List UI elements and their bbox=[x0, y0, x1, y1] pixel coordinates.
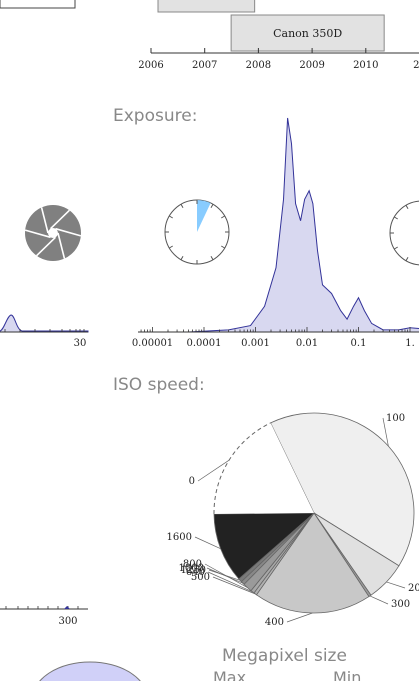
exposure-tick-label: 0.1 bbox=[351, 338, 367, 349]
iso-left-partial: 300 bbox=[0, 606, 88, 627]
timeline-tick-label: 20 bbox=[413, 60, 419, 71]
timeline-bar-label: Canon 350D bbox=[273, 27, 342, 40]
aperture-icon bbox=[24, 205, 82, 261]
megapixel-ellipse bbox=[39, 661, 141, 681]
iso-slice-label: 640 bbox=[186, 567, 205, 578]
megapixel-min-label: Min bbox=[333, 668, 361, 681]
iso-leader-line bbox=[369, 595, 389, 605]
exposure-tick-label: 0.0001 bbox=[187, 338, 222, 349]
exposure-tick-label: 0.001 bbox=[241, 338, 270, 349]
iso-heading: ISO speed: bbox=[113, 375, 205, 395]
partial-label-box bbox=[0, 0, 76, 9]
exposure-heading: Exposure: bbox=[113, 106, 197, 126]
iso-leader-line bbox=[197, 459, 230, 482]
iso-left-tick-label: 300 bbox=[58, 616, 77, 627]
iso-slice-label: 200 bbox=[408, 583, 419, 594]
clock-wedge bbox=[197, 200, 211, 232]
iso-slice-0 bbox=[214, 422, 314, 514]
iso-slice-label: 100 bbox=[386, 413, 405, 424]
iso-slice-1600 bbox=[213, 512, 316, 580]
timeline-tick-label: 2009 bbox=[299, 60, 324, 71]
megapixel-max-label: Max bbox=[213, 668, 246, 681]
iso-slice-label: 0 bbox=[189, 476, 195, 487]
timeline-bar bbox=[230, 14, 385, 52]
timeline-tick-label: 2010 bbox=[353, 60, 378, 71]
iso-leader-line bbox=[208, 569, 241, 581]
iso-slice-label: 500 bbox=[191, 572, 210, 583]
iso-leader-line bbox=[212, 576, 256, 595]
iso-slice-label: 400 bbox=[265, 617, 284, 628]
exposure-density-area bbox=[138, 117, 419, 333]
exposure-tick-label: 1. bbox=[405, 338, 415, 349]
shutter-clock-gauge-partial bbox=[389, 200, 419, 266]
iso-slice-label: 800 bbox=[183, 559, 202, 570]
iso-leader-line bbox=[207, 571, 253, 593]
iso-slice-label: 1000 bbox=[179, 563, 204, 574]
timeline-tick-label: 2006 bbox=[138, 60, 163, 71]
exposure-left-partial: 30 bbox=[0, 314, 89, 349]
shutter-clock-gauge bbox=[164, 199, 230, 265]
exposure-tick-label: 0.01 bbox=[296, 338, 318, 349]
megapixel-heading: Megapixel size bbox=[222, 646, 347, 666]
iso-slice-label: 1250 bbox=[181, 565, 206, 576]
iso-leader-line bbox=[286, 612, 313, 623]
iso-slice-label: 1600 bbox=[167, 532, 192, 543]
timeline-tick-label: 2007 bbox=[192, 60, 217, 71]
exposure-tick-label: 0.00001 bbox=[132, 338, 173, 349]
timeline-tick-label: 2008 bbox=[246, 60, 271, 71]
exposure-density-chart: 0.00001 0.0001 0.001 0.01 0.1 1. bbox=[132, 117, 419, 349]
timeline-bar bbox=[157, 0, 256, 13]
iso-slice-400 bbox=[255, 512, 370, 614]
iso-slice-label: 300 bbox=[391, 599, 410, 610]
iso-leader-line bbox=[194, 536, 221, 549]
iso-leader-line bbox=[382, 417, 389, 447]
iso-leader-line bbox=[386, 581, 406, 589]
left-tick-label: 30 bbox=[74, 338, 87, 349]
timeline-chart: Canon 350D 2006 2007 2008 2009 2010 20 bbox=[0, 0, 419, 71]
iso-slice-100 bbox=[270, 412, 415, 567]
